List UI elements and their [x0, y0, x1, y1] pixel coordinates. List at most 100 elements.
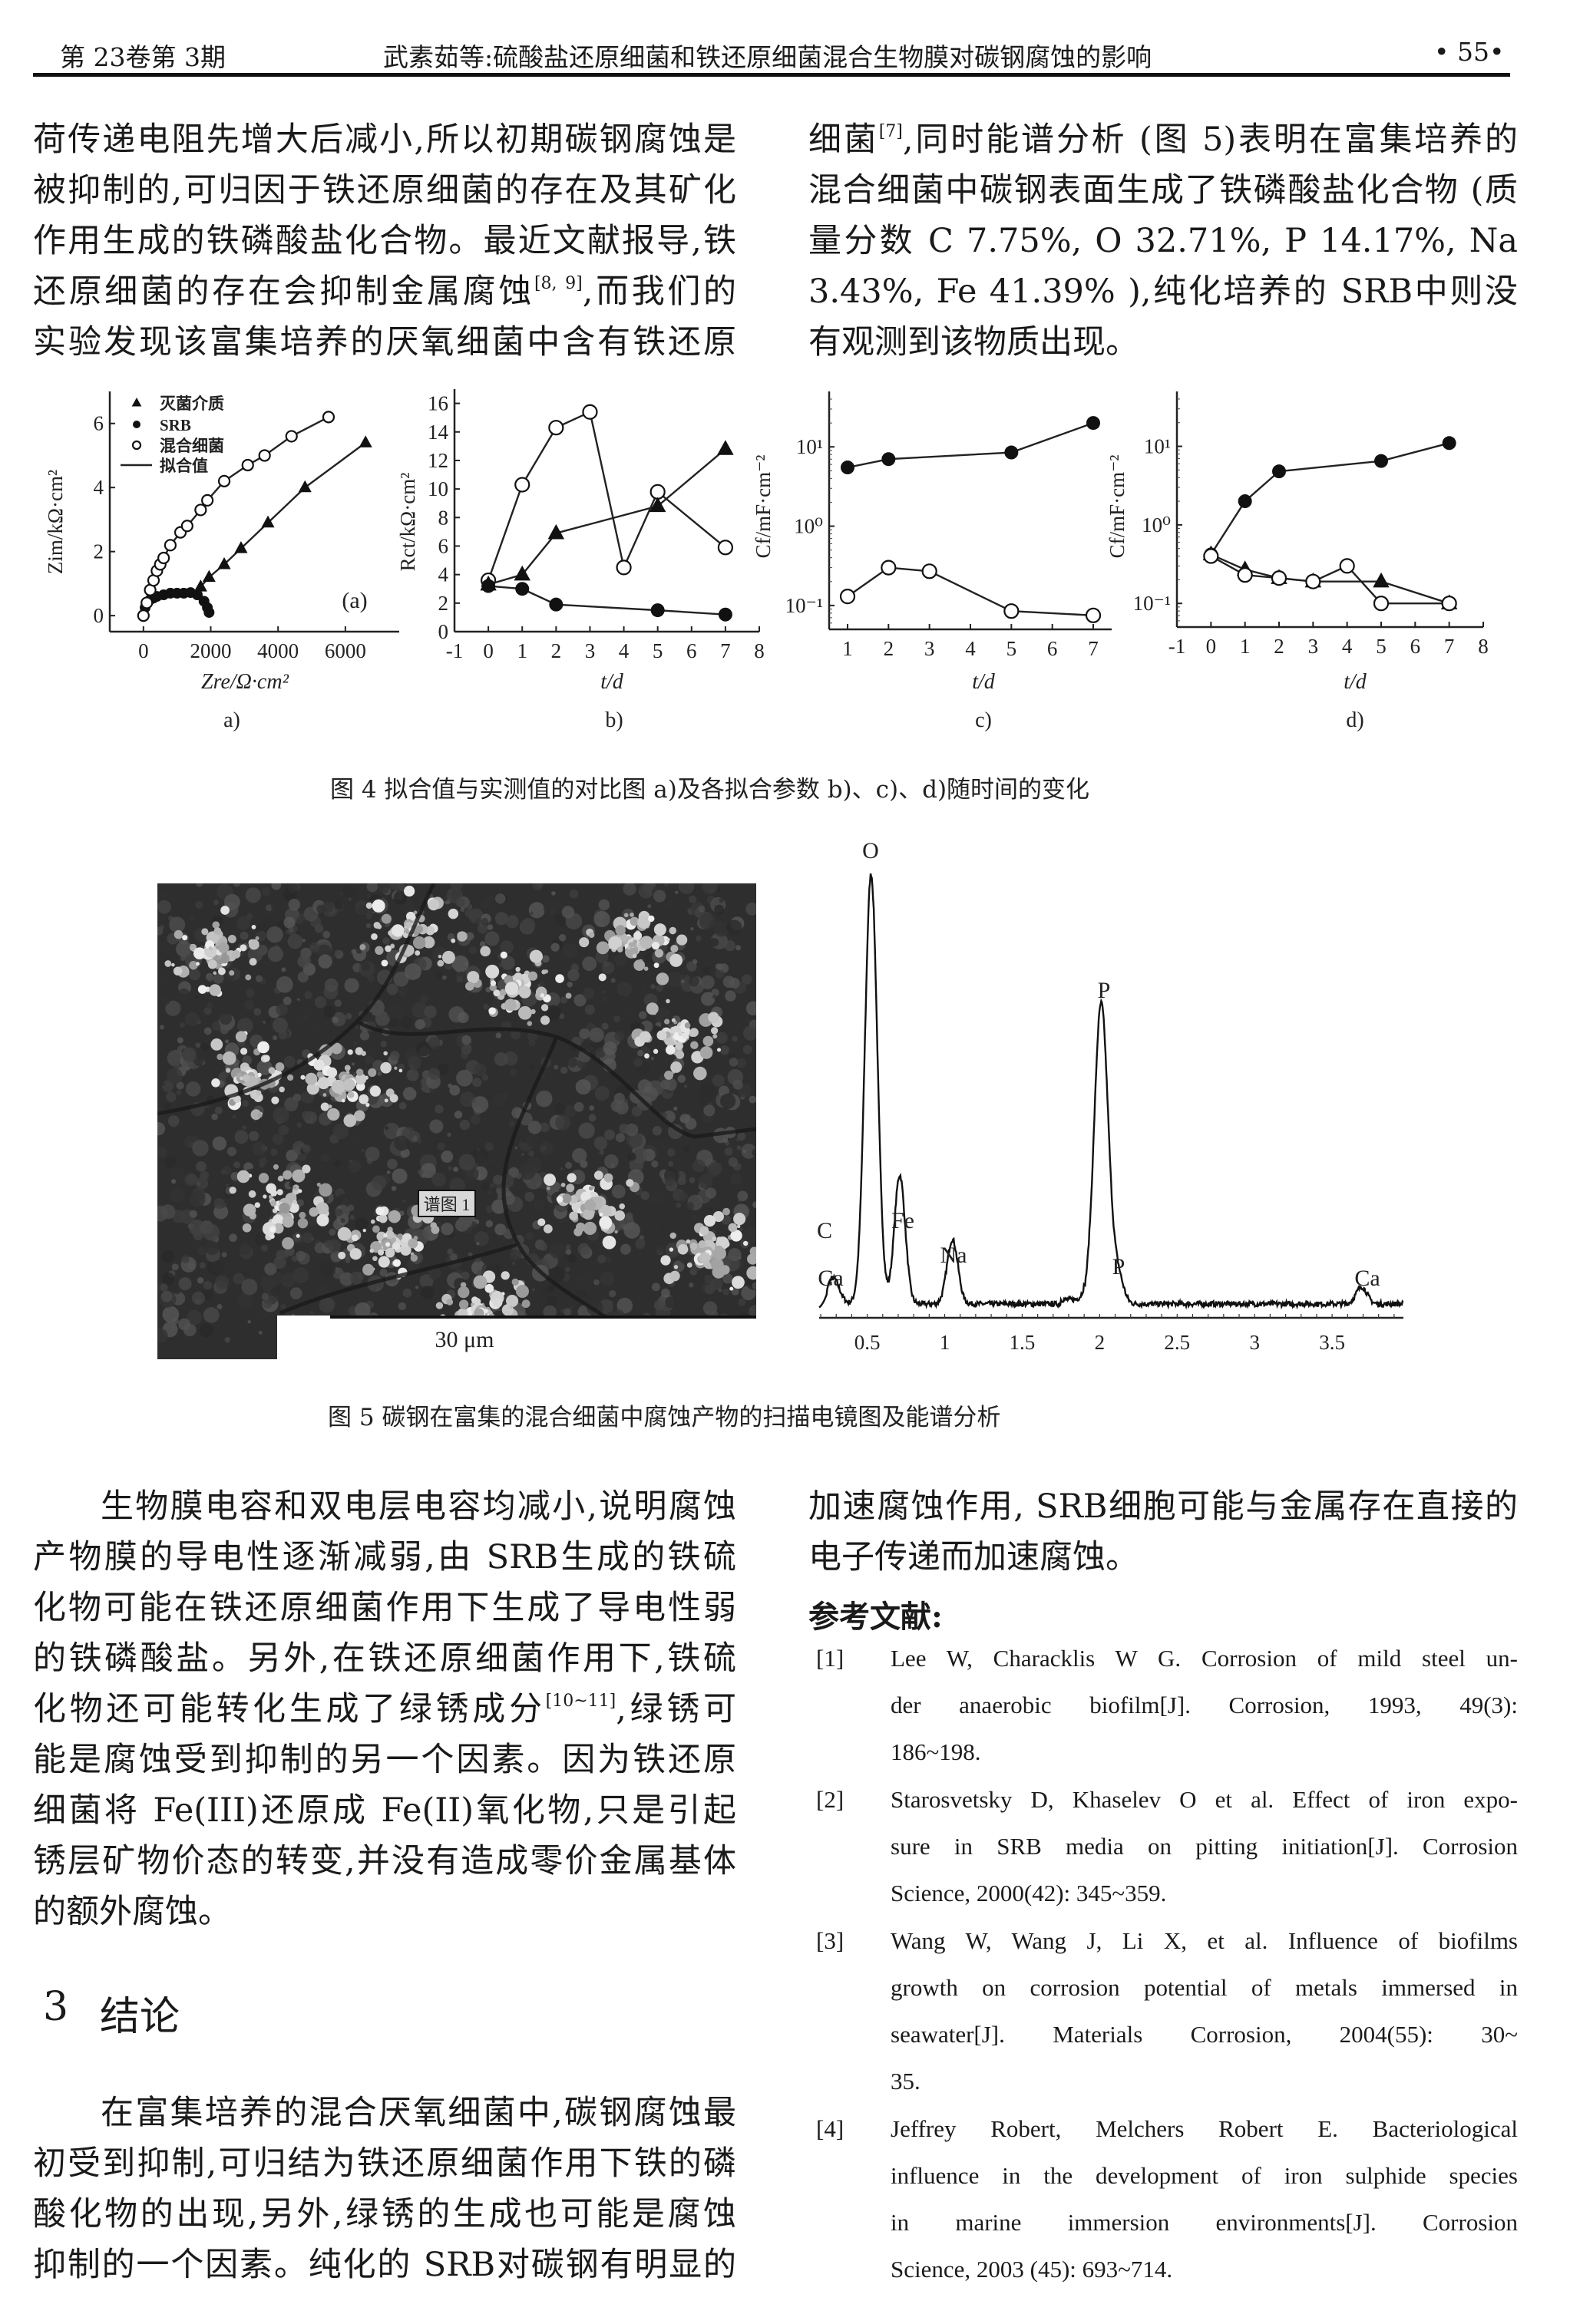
series — [137, 411, 335, 622]
x-tick-label: 0 — [1206, 635, 1217, 658]
reference-line: 186~198. — [891, 1738, 981, 1765]
x-tick-label: 7 — [1444, 635, 1455, 658]
reference-line: Science, 2003 (45): 693~714. — [891, 2256, 1173, 2283]
reference-line: sure in SRB media on pitting initiation[… — [891, 1833, 1518, 1860]
data-point-filled — [1238, 494, 1252, 509]
text-line: 化物可能在铁还原细菌作用下生成了导电性弱 — [33, 1583, 736, 1633]
reference-number: [3] — [816, 1927, 844, 1954]
x-tick-label: 1 — [842, 637, 853, 660]
text-line: 锈层矿物价态的转变,并没有造成零价金属基体 — [33, 1836, 736, 1887]
x-tick-label: 5 — [1006, 637, 1017, 660]
text-segment: 化物还可能转化生成了绿锈成分 — [33, 1690, 546, 1728]
text-segment: 产物膜的导电性逐渐减弱,由 SRB生成的铁硫 — [33, 1538, 736, 1576]
x-tick-label: 0 — [138, 639, 149, 662]
text-line: 初受到抑制,可归结为铁还原细菌作用下铁的磷 — [33, 2138, 736, 2189]
text-segment: 细菌 — [808, 120, 879, 159]
data-point-triangle — [514, 565, 530, 581]
x-tick-label: 6 — [1410, 635, 1421, 658]
text-line: 荷传递电阻先增大后减小,所以初期碳钢腐蚀是 — [33, 114, 736, 165]
data-point-triangle — [717, 440, 734, 455]
x-tick-label: 2 — [1095, 1331, 1106, 1354]
series — [481, 579, 732, 622]
y-tick-label: 10 — [428, 477, 448, 500]
x-tick-label: 1 — [1240, 635, 1251, 658]
y-tick-label: 10¹ — [796, 435, 823, 458]
y-tick-label: 14 — [428, 421, 449, 444]
data-point-open — [180, 520, 193, 533]
x-tick-label: 6 — [686, 639, 697, 662]
peak-label: Fe — [891, 1208, 914, 1233]
citation[interactable]: [10~11] — [545, 1692, 616, 1711]
data-point-open — [1237, 567, 1253, 583]
x-tick-label: 8 — [754, 639, 765, 662]
data-point-open — [131, 440, 142, 451]
text-line: 混合细菌中碳钢表面生成了铁磷酸盐化合物 (质 — [808, 165, 1518, 216]
peak-label: Na — [940, 1243, 967, 1268]
reference-line: Science, 2000(42): 345~359. — [891, 1880, 1167, 1906]
x-tick-label: 0.5 — [854, 1331, 881, 1354]
peak-label: Ca — [818, 1266, 843, 1291]
text-segment: 的铁磷酸盐。另外,在铁还原细菌作用下,铁硫 — [33, 1639, 736, 1678]
data-point-open — [201, 494, 214, 507]
x-tick-label: 1 — [940, 1331, 950, 1354]
x-tick-label: 3 — [924, 637, 935, 660]
peak-label: P — [1098, 978, 1111, 1003]
text-top-left: 荷传递电阻先增大后减小,所以初期碳钢腐蚀是 被抑制的,可归因于铁还原细菌的存在及其… — [33, 114, 736, 368]
text-line: 细菌[7],同时能谱分析 (图 5)表明在富集培养的 — [808, 114, 1518, 165]
text-segment: 化物可能在铁还原细菌作用下生成了导电性弱 — [33, 1589, 736, 1627]
data-point-filled — [718, 607, 732, 622]
peak-label: O — [862, 838, 879, 863]
x-tick-label: 8 — [1478, 635, 1489, 658]
x-tick-label: 2 — [551, 639, 562, 662]
data-point-filled — [1442, 436, 1456, 451]
y-tick-label: 2 — [438, 592, 449, 615]
references-heading: 参考文献: — [808, 1599, 943, 1635]
sem-micrograph: 30 μm 谱图 1 — [157, 883, 756, 1359]
x-axis-label: t/d — [972, 670, 996, 694]
data-point-triangle — [217, 556, 231, 569]
data-point-filled — [650, 603, 665, 618]
text-line: 能是腐蚀受到抑制的另一个因素。因为铁还原 — [33, 1735, 736, 1785]
y-axis-label: Rct/kΩ·cm² — [396, 473, 419, 572]
text-segment: ,同时能谱分析 (图 5)表明在富集培养的 — [902, 120, 1519, 159]
data-point-open — [285, 430, 298, 443]
text-line: 在富集培养的混合厌氧细菌中,碳钢腐蚀最 — [33, 2088, 736, 2138]
series — [1204, 436, 1456, 562]
chart-panel-d: -1 0 1 2 3 4 5 6 7 8 10⁻¹ 10⁰ 10¹ Cf/mF·cm⁻² t/d d) — [1106, 391, 1489, 732]
data-point-filled — [1374, 454, 1388, 468]
text-segment: 混合细菌中碳钢表面生成了铁磷酸盐化合物 (质 — [808, 171, 1518, 210]
x-tick-label: 5 — [653, 639, 663, 662]
text-segment: 电子传递而加速腐蚀。 — [808, 1538, 1139, 1576]
text-line: 量分数 C 7.75%, O 32.71%, P 14.17%, Na — [808, 216, 1518, 266]
data-point-open — [1271, 570, 1287, 586]
spectrum-curve — [818, 873, 1404, 1310]
text-segment: 量分数 C 7.75%, O 32.71%, P 14.17%, Na — [808, 222, 1518, 260]
x-tick-label: 1.5 — [1010, 1331, 1036, 1354]
legend-label: 灭菌介质 — [160, 394, 224, 413]
text-segment: 加速腐蚀作用, SRB细胞可能与金属存在直接的 — [808, 1487, 1518, 1526]
x-tick-label: 1 — [517, 639, 527, 662]
data-point-filled — [191, 589, 203, 601]
series — [480, 440, 734, 591]
data-point-triangle — [298, 480, 312, 493]
data-point-triangle — [1373, 572, 1390, 588]
eds-spectrum: 0.5 1 1.5 2 2.5 3 3.5 O P Fe C Ca Na P Ca — [817, 838, 1404, 1354]
data-point-open — [548, 420, 564, 436]
data-point-open — [1085, 607, 1102, 623]
citation[interactable]: [7] — [878, 122, 903, 141]
data-point-triangle — [234, 541, 248, 553]
citation[interactable]: [8, 9] — [534, 274, 583, 293]
journal-issue: 第 23卷第 3期 — [60, 42, 226, 72]
reference-list: [1] Lee W, Characklis W G. Corrosion of m… — [816, 1635, 1518, 2293]
y-axis-label: Cf/mF·cm⁻² — [1106, 455, 1129, 559]
text-line: 产物膜的导电性逐渐减弱,由 SRB生成的铁硫 — [33, 1532, 736, 1583]
series — [841, 416, 1100, 475]
text-top-right: 细菌[7],同时能谱分析 (图 5)表明在富集培养的混合细菌中碳钢表面生成了铁磷… — [808, 114, 1518, 368]
data-point-filled — [515, 582, 530, 596]
reference-line: in marine immersion environments[J]. Cor… — [891, 2209, 1518, 2236]
data-point-triangle — [131, 397, 142, 407]
text-line: 实验发现该富集培养的厌氧细菌中含有铁还原 — [33, 317, 736, 368]
x-tick-label: 5 — [1376, 635, 1387, 658]
data-point-open — [616, 560, 632, 576]
text-conclusion: 在富集培养的混合厌氧细菌中,碳钢腐蚀最 初受到抑制,可归结为铁还原细菌作用下铁的磷… — [33, 2088, 736, 2290]
